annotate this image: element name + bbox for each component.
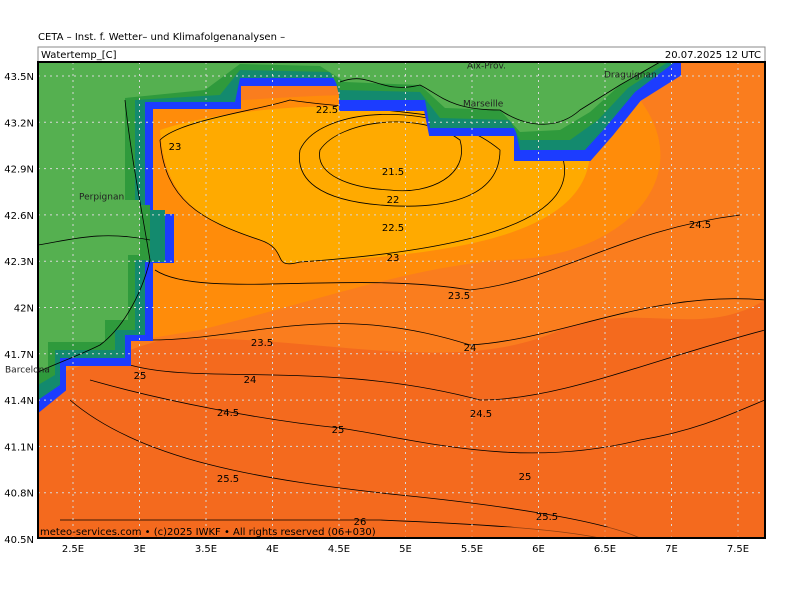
footer-band [38,527,765,538]
header-title: CETA – Inst. f. Wetter– und Klimafolgena… [38,32,285,43]
sea-cool [160,106,590,264]
lon-label: 7.5E [727,544,749,555]
lat-label: 40.8N [4,489,34,500]
axis-labels: 43.5N 43.2N 42.9N 42.6N 42.3N 42N 41.7N 41.4N 41… [4,72,749,555]
place-label: Aix-Prov. [467,62,506,72]
lat-label: 43.2N [4,118,34,129]
land [38,62,681,414]
contour-label: 23.5 [448,291,470,302]
contour-label: 25.5 [536,512,558,523]
lon-label: 5.5E [461,544,483,555]
contour-label: 26 [354,517,367,528]
valid-time: 20.07.2025 12 UTC [665,50,761,61]
title-bar [37,46,766,63]
lat-label: 41.7N [4,350,34,361]
lat-label: 42.3N [4,257,34,268]
land-fill [38,62,660,372]
variable-name: Watertemp_[C] [41,50,117,61]
lon-label: 4E [266,544,279,555]
contour-label: 25 [134,371,147,382]
contour-label: 24 [244,375,257,386]
place-label: Perpignan [79,193,124,203]
contour-label: 25.5 [217,474,239,485]
contour-labels: 22.5 23 21.5 22 22.5 23 24.5 23.5 24 23.… [134,105,712,528]
map-area: meteo-services.com • (c)2025 IWKF • All … [38,62,765,538]
lat-label: 42N [14,304,34,315]
lon-label: 5E [399,544,412,555]
map-frame [37,61,766,539]
lon-label: 6E [532,544,545,555]
lon-label: 4.5E [328,544,350,555]
contour-label: 24.5 [689,220,711,231]
contour-label: 23.5 [251,338,273,349]
lat-label: 43.5N [4,72,34,83]
contour-label: 21.5 [382,167,404,178]
place-label: Barcelona [5,366,50,376]
contour-label: 24.5 [470,409,492,420]
lon-label: 7E [665,544,678,555]
contour-label: 22.5 [316,105,338,116]
contour-label: 23 [169,142,182,153]
places: Aix-Prov. Marseille Draguignan Perpignan… [5,62,657,376]
lon-label: 3.5E [195,544,217,555]
footer: meteo-services.com • (c)2025 IWKF • All … [40,527,376,538]
lat-label: 40.5N [4,535,34,546]
contour-label: 24 [464,343,477,354]
lon-label: 2.5E [62,544,84,555]
grid [38,62,765,538]
lon-label: 3E [133,544,146,555]
lat-label: 41.4N [4,396,34,407]
contour-label: 25 [332,425,345,436]
contour-label: 22 [387,195,400,206]
contour-label: 24.5 [217,408,239,419]
contour-label: 22.5 [382,223,404,234]
borders [38,99,151,373]
lon-label: 6.5E [594,544,616,555]
lat-label: 42.9N [4,165,34,176]
place-label: Marseille [463,100,504,110]
lat-label: 42.6N [4,211,34,222]
place-label: Draguignan [604,71,657,81]
contour-label: 23 [387,253,400,264]
contour-label: 25 [519,472,532,483]
lat-label: 41.1N [4,442,34,453]
coast-shelf [38,62,681,414]
